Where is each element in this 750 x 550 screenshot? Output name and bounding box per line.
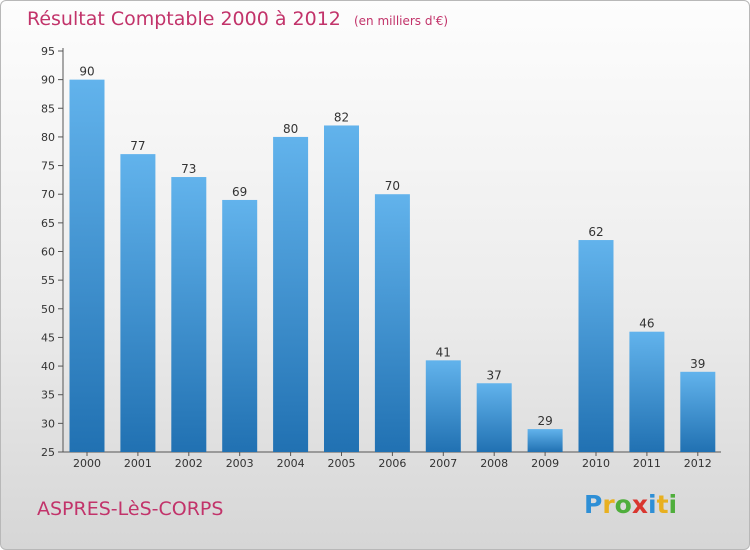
- logo-letter: r: [602, 490, 615, 519]
- data-label: 37: [487, 368, 502, 382]
- y-tick-label: 55: [41, 274, 55, 287]
- x-tick-label: 2001: [124, 457, 152, 470]
- chart-subtitle: (en milliers d'€): [353, 14, 449, 28]
- bar: [374, 194, 410, 452]
- data-label: 46: [639, 317, 654, 331]
- data-label: 77: [130, 139, 145, 153]
- x-tick-label: 2002: [175, 457, 203, 470]
- x-tick-label: 2006: [378, 457, 406, 470]
- bar: [171, 177, 207, 452]
- y-tick-label: 25: [41, 446, 55, 459]
- y-tick-label: 65: [41, 217, 55, 230]
- bar: [476, 383, 512, 452]
- y-tick-label: 35: [41, 389, 55, 402]
- chart-title: Résultat Comptable 2000 à 2012: [27, 8, 341, 30]
- logo-letter: x: [631, 490, 648, 519]
- y-tick-label: 85: [41, 102, 55, 115]
- data-label: 62: [588, 225, 603, 239]
- logo-letter: P: [584, 490, 603, 519]
- y-tick-label: 80: [41, 131, 55, 144]
- data-label: 90: [79, 65, 94, 79]
- logo-letter: i: [648, 490, 657, 519]
- data-label: 73: [181, 162, 196, 176]
- x-tick-label: 2000: [73, 457, 101, 470]
- bar: [120, 154, 156, 452]
- x-tick-label: 2009: [531, 457, 559, 470]
- data-label: 69: [232, 185, 247, 199]
- x-tick-label: 2003: [226, 457, 254, 470]
- bar: [680, 371, 716, 452]
- commune-name: ASPRES-LèS-CORPS: [37, 498, 224, 520]
- bar: [629, 331, 665, 452]
- bar: [273, 136, 309, 452]
- bar: [69, 79, 105, 453]
- proxiti-logo[interactable]: Proxiti: [584, 490, 677, 519]
- bar: [527, 429, 563, 452]
- x-tick-label: 2005: [328, 457, 356, 470]
- data-label: 70: [385, 179, 400, 193]
- bar: [222, 199, 258, 452]
- y-tick-label: 30: [41, 417, 55, 430]
- logo-letter: o: [614, 490, 632, 519]
- y-tick-label: 95: [41, 45, 55, 58]
- x-tick-label: 2004: [277, 457, 305, 470]
- data-label: 39: [690, 357, 705, 371]
- y-tick-label: 50: [41, 303, 55, 316]
- chart-title-block: Résultat Comptable 2000 à 2012 (en milli…: [27, 8, 448, 30]
- x-tick-label: 2010: [582, 457, 610, 470]
- y-tick-label: 70: [41, 188, 55, 201]
- data-label: 41: [436, 345, 451, 359]
- logo-letter: i: [668, 490, 678, 519]
- bar: [425, 360, 461, 452]
- bar: [324, 125, 359, 452]
- bar: [578, 240, 614, 452]
- y-tick-label: 60: [41, 246, 55, 259]
- y-tick-label: 75: [41, 160, 55, 173]
- data-label: 80: [283, 122, 298, 136]
- data-label: 82: [334, 110, 349, 124]
- x-tick-label: 2008: [480, 457, 508, 470]
- logo-letter: t: [656, 490, 669, 519]
- x-tick-label: 2011: [633, 457, 661, 470]
- data-label: 29: [537, 414, 552, 428]
- x-tick-label: 2012: [684, 457, 712, 470]
- y-tick-label: 40: [41, 360, 55, 373]
- y-tick-label: 90: [41, 74, 55, 87]
- x-tick-label: 2007: [429, 457, 457, 470]
- y-tick-label: 45: [41, 331, 55, 344]
